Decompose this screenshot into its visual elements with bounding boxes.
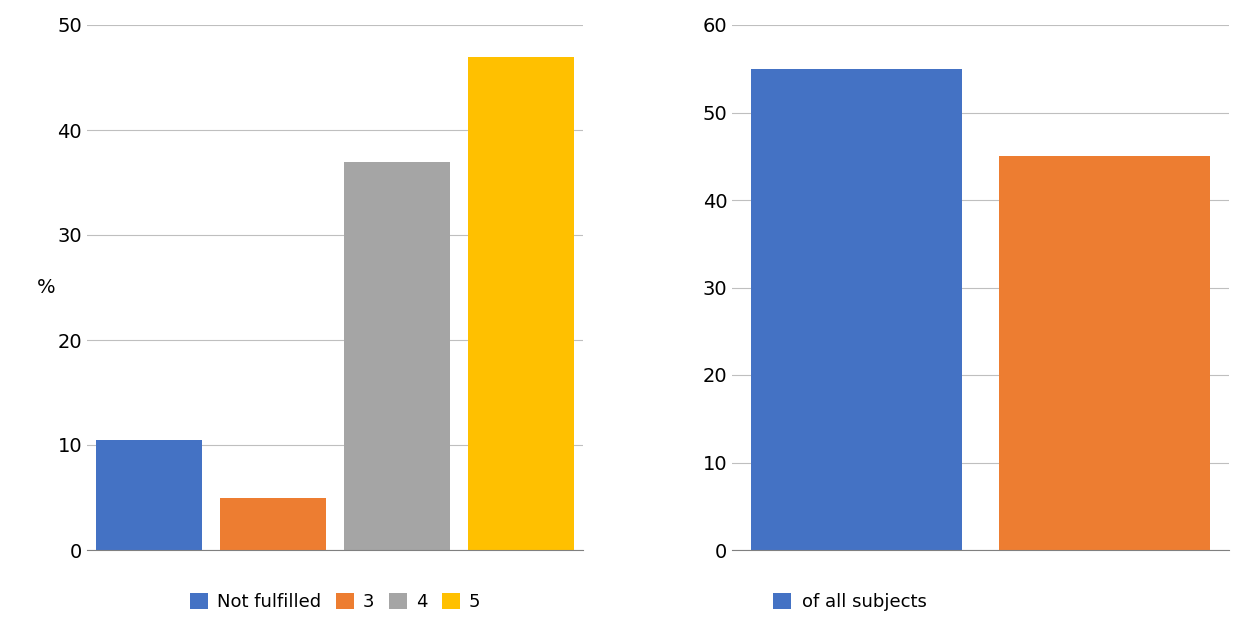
Bar xyxy=(999,156,1210,550)
Bar xyxy=(469,56,573,550)
Bar xyxy=(344,161,449,550)
Bar xyxy=(751,69,962,550)
Legend: of all subjects, of some subjects: of all subjects, of some subjects xyxy=(766,585,962,625)
Y-axis label: %: % xyxy=(37,278,56,297)
Bar xyxy=(221,498,325,550)
Bar xyxy=(97,440,201,550)
Legend: Not fulfilled, 3, 4, 5: Not fulfilled, 3, 4, 5 xyxy=(182,585,488,618)
